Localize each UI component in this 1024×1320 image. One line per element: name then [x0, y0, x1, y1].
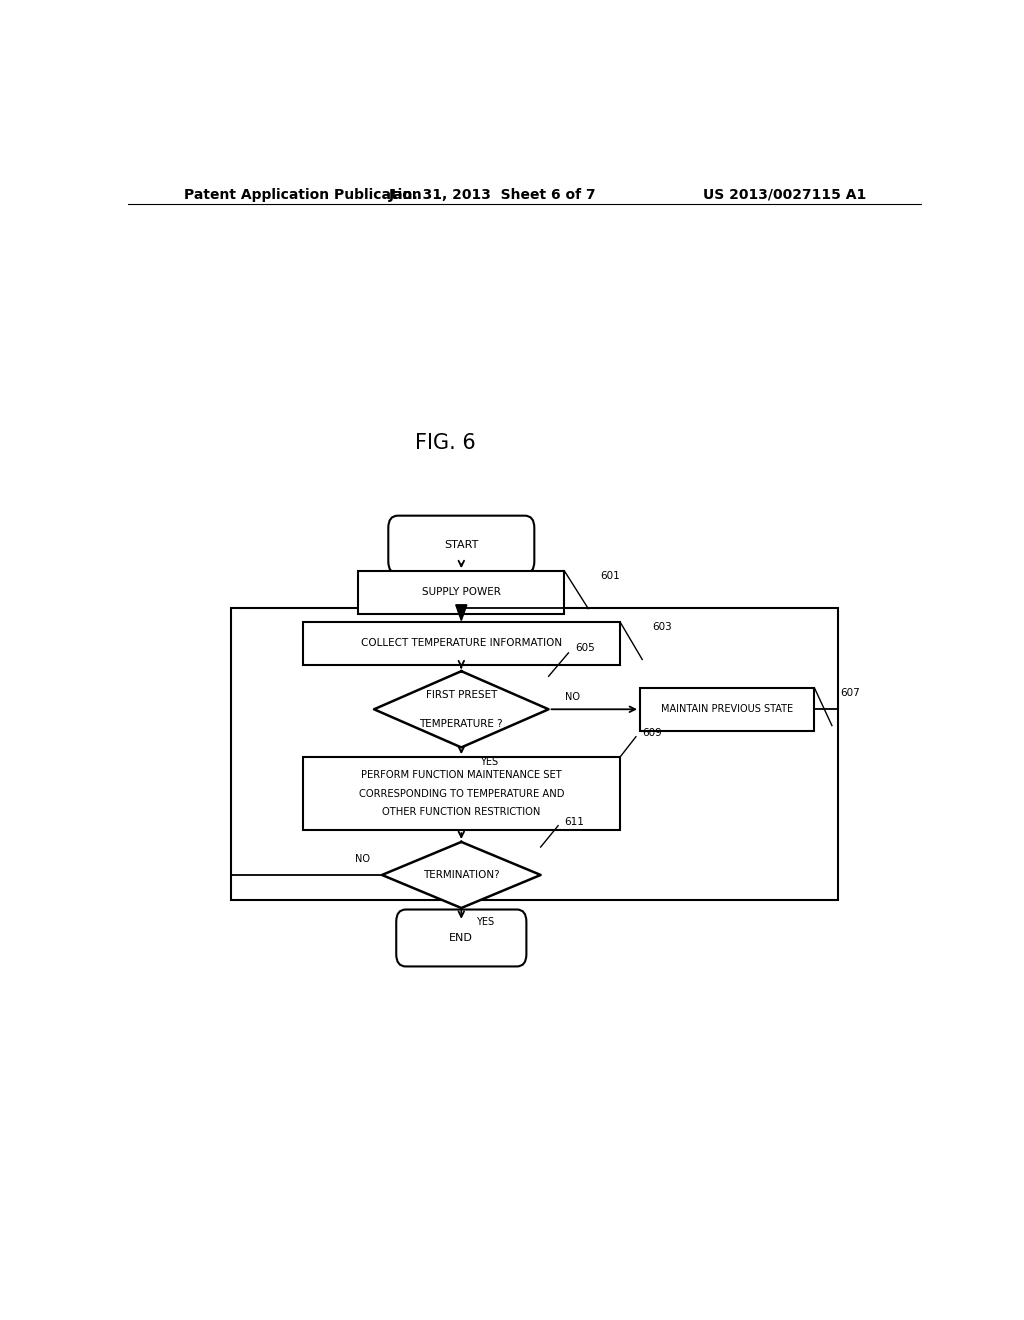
- Text: OTHER FUNCTION RESTRICTION: OTHER FUNCTION RESTRICTION: [382, 807, 541, 817]
- Text: FIRST PRESET: FIRST PRESET: [426, 690, 497, 700]
- Text: YES: YES: [480, 756, 498, 767]
- FancyBboxPatch shape: [388, 516, 535, 574]
- Text: END: END: [450, 933, 473, 942]
- Text: SUPPLY POWER: SUPPLY POWER: [422, 587, 501, 598]
- Polygon shape: [374, 671, 549, 747]
- Text: TERMINATION?: TERMINATION?: [423, 870, 500, 880]
- Bar: [231, 607, 839, 900]
- Bar: [358, 572, 564, 614]
- Polygon shape: [382, 842, 541, 908]
- Text: PERFORM FUNCTION MAINTENANCE SET: PERFORM FUNCTION MAINTENANCE SET: [360, 771, 562, 780]
- Text: 609: 609: [642, 727, 662, 738]
- Text: CORRESPONDING TO TEMPERATURE AND: CORRESPONDING TO TEMPERATURE AND: [358, 788, 564, 799]
- Text: 607: 607: [840, 688, 859, 698]
- Bar: [640, 688, 814, 731]
- FancyBboxPatch shape: [396, 909, 526, 966]
- Text: 605: 605: [574, 643, 595, 653]
- Text: FIG. 6: FIG. 6: [415, 433, 476, 453]
- Text: START: START: [444, 540, 478, 549]
- Text: 611: 611: [564, 817, 585, 826]
- Text: YES: YES: [476, 917, 495, 927]
- Text: 603: 603: [652, 622, 673, 632]
- Text: NO: NO: [565, 692, 580, 702]
- Text: COLLECT TEMPERATURE INFORMATION: COLLECT TEMPERATURE INFORMATION: [360, 639, 562, 648]
- Polygon shape: [456, 605, 467, 620]
- Text: Jan. 31, 2013  Sheet 6 of 7: Jan. 31, 2013 Sheet 6 of 7: [389, 187, 597, 202]
- Text: 601: 601: [600, 572, 620, 581]
- Bar: [303, 622, 621, 664]
- Text: Patent Application Publication: Patent Application Publication: [183, 187, 421, 202]
- Text: TEMPERATURE ?: TEMPERATURE ?: [420, 718, 503, 729]
- Text: NO: NO: [354, 854, 370, 863]
- Text: MAINTAIN PREVIOUS STATE: MAINTAIN PREVIOUS STATE: [662, 705, 794, 714]
- Bar: [303, 758, 621, 830]
- Text: US 2013/0027115 A1: US 2013/0027115 A1: [702, 187, 866, 202]
